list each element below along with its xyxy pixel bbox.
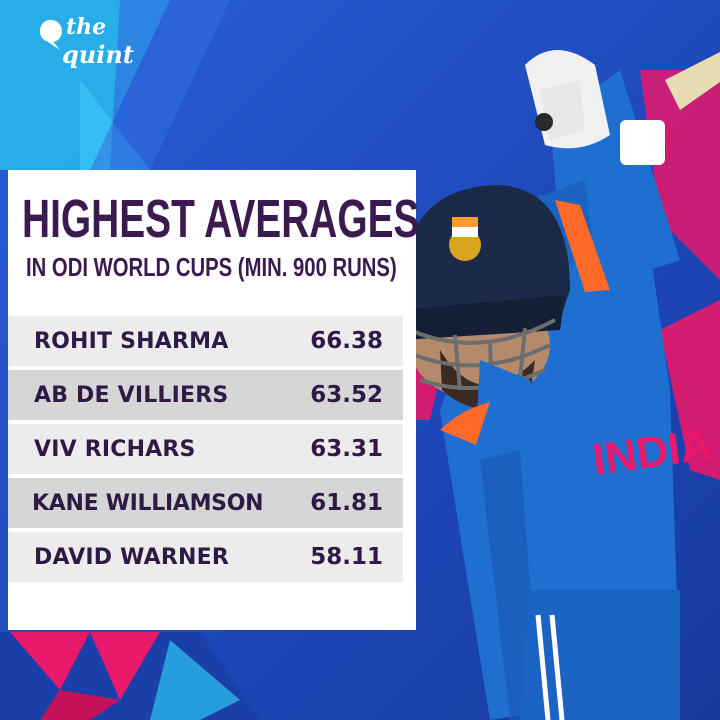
player-name: KANE WILLIAMSON [32,490,264,516]
wristband [620,120,665,165]
list-item: DAVID WARNER 58.11 [8,532,403,582]
page-subtitle: IN ODI WORLD CUPS (MIN. 900 RUNS) [26,252,397,282]
list-item: ROHIT SHARMA 66.38 [8,316,403,366]
pink-accent-shape [10,632,90,690]
list-item: AB DE VILLIERS 63.52 [8,370,403,420]
player-name: AB DE VILLIERS [34,382,229,408]
quint-logo-icon [40,20,62,50]
player-photo: INDIA [400,50,720,720]
cricket-bat [665,52,720,110]
player-average: 63.52 [310,382,383,408]
player-average: 61.81 [310,490,383,516]
list-item: KANE WILLIAMSON 61.81 [8,478,403,528]
logo-text-the: the [66,14,107,40]
player-average: 63.31 [310,436,383,462]
player-name: DAVID WARNER [34,544,229,570]
player-average: 66.38 [310,328,383,354]
the-quint-logo[interactable]: the quint [38,14,148,78]
player-name: ROHIT SHARMA [34,328,229,354]
stats-card: HIGHEST AVERAGES IN ODI WORLD CUPS (MIN.… [8,170,420,630]
helmet [400,185,570,325]
page-title: HIGHEST AVERAGES [22,189,420,249]
logo-text-quint: quint [62,40,134,69]
player-average: 58.11 [310,544,383,570]
list-item: VIV RICHARS 63.31 [8,424,403,474]
player-name: VIV RICHARS [34,436,196,462]
